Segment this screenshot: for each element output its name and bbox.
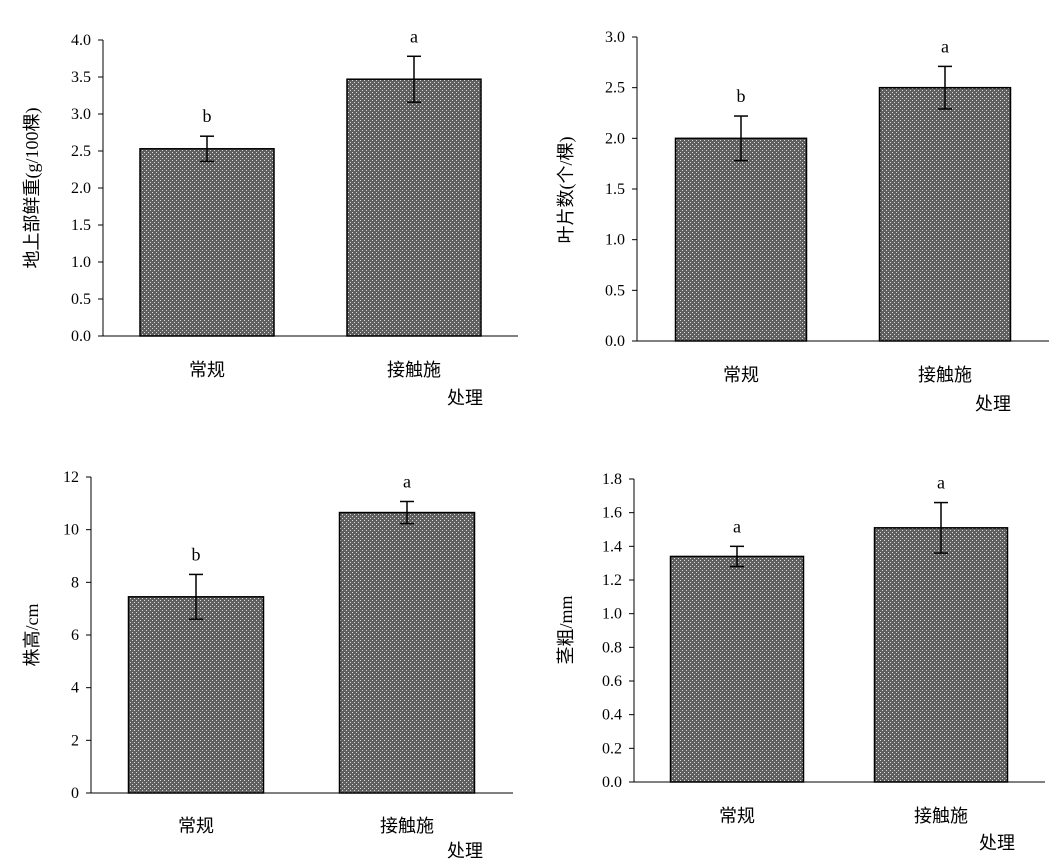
chart1-bar [139,148,275,337]
chart1-y-tick-label: 1.5 [71,217,91,234]
chart2-y-tick-label: 2.5 [605,80,625,97]
chart1-x-axis-label: 处理 [447,388,483,408]
chart1-y-tick-label: 3.5 [71,69,91,86]
chart1-y-tick-label: 0.0 [71,328,91,345]
chart1-y-tick-label: 3.0 [71,106,91,123]
chart3-y-tick-label: 8 [71,574,79,591]
chart1-y-tick-label: 2.0 [71,180,91,197]
chart2-bar [674,137,808,342]
chart4-y-tick-label: 0.0 [602,774,622,791]
chart3-y-tick-label: 4 [71,680,79,697]
chart1-significance-label: a [410,26,418,46]
chart3-significance-label: b [192,544,201,564]
chart1-bar [346,78,482,337]
chart4-y-tick-label: 0.4 [602,707,622,724]
chart2-significance-label: a [941,36,949,56]
chart4-significance-label: a [937,473,945,493]
chart1-category-label: 接触施 [387,360,441,380]
chart2-y-tick-label: 2.0 [605,130,625,147]
chart3-x-axis-label: 处理 [447,841,483,861]
chart1-significance-label: b [203,106,212,126]
chart4-y-tick-label: 1.8 [602,471,622,488]
chart4-bar [873,527,1009,783]
chart1-y-tick-label: 4.0 [71,32,91,49]
chart3-category-label: 接触施 [380,816,434,836]
chart2-y-axis-label: 叶片数(个/棵) [556,137,577,244]
chart2-y-tick-label: 1.5 [605,181,625,198]
chart3-y-tick-label: 10 [63,522,79,539]
chart4-x-axis-label: 处理 [979,833,1015,853]
chart1-y-tick-label: 2.5 [71,143,91,160]
chart2-y-tick-label: 3.0 [605,29,625,46]
chart1-category-label: 常规 [189,360,225,380]
chart4-y-tick-label: 1.4 [602,538,622,555]
chart2-x-axis-label: 处理 [975,394,1011,414]
chart2-category-label: 常规 [723,365,759,385]
chart4-category-label: 常规 [719,806,755,826]
chart4-category-label: 接触施 [914,806,968,826]
chart3-y-tick-label: 2 [71,732,79,749]
chart4-y-tick-label: 1.0 [602,606,622,623]
chart2-y-tick-label: 0.5 [605,282,625,299]
chart4-y-tick-label: 0.2 [602,740,622,757]
chart1-y-tick-label: 1.0 [71,254,91,271]
chart3-y-tick-label: 6 [71,627,79,644]
chart3-bar [338,511,476,794]
chart4-y-tick-label: 0.6 [602,673,622,690]
chart2-significance-label: b [737,86,746,106]
chart2-category-label: 接触施 [918,365,972,385]
chart3-significance-label: a [403,471,411,491]
chart4-y-tick-label: 0.8 [602,639,622,656]
chart3-y-axis-label: 株高/cm [22,604,42,667]
chart4-significance-label: a [733,516,741,536]
chart2-y-tick-label: 0.0 [605,333,625,350]
chart2-bar [878,86,1012,342]
chart4-bar [669,555,805,783]
chart1-y-axis-label: 地上部鲜重(g/100棵) [22,108,43,269]
chart3-y-tick-label: 12 [63,469,79,486]
chart3-bar [127,596,265,794]
chart3-y-tick-label: 0 [71,785,79,802]
chart4-y-tick-label: 1.6 [602,505,622,522]
chart4-y-axis-label: 茎粗/mm [556,595,576,664]
chart1-y-tick-label: 0.5 [71,291,91,308]
chart2-y-tick-label: 1.0 [605,232,625,249]
chart3-category-label: 常规 [178,816,214,836]
chart4-y-tick-label: 1.2 [602,572,622,589]
